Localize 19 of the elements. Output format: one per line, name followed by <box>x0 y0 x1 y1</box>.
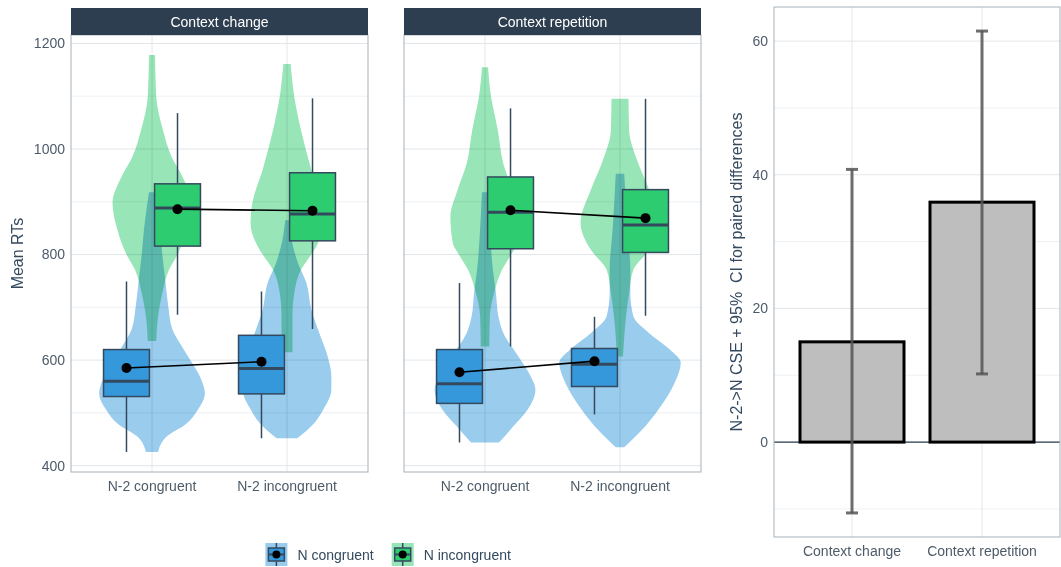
legend-label: N congruent <box>297 546 374 563</box>
y-tick-label: 40 <box>752 166 769 183</box>
legend-label: N incongruent <box>423 546 511 563</box>
y-tick-label: 60 <box>752 32 769 49</box>
y-tick-label: 400 <box>41 457 66 474</box>
y-axis-title: N-2->N CSE + 95% CI for paired differences <box>728 112 745 432</box>
x-tick-label: N-2 incongruent <box>570 478 670 494</box>
y-tick-label: 600 <box>41 352 66 369</box>
y-axis-title: Mean RTs <box>9 217 26 290</box>
chart-title: Context repetition <box>497 13 608 30</box>
x-tick-label: N-2 congruent <box>440 478 530 494</box>
x-tick-label: N-2 incongruent <box>237 478 337 494</box>
y-tick-label: 1200 <box>33 35 66 52</box>
y-tick-label: 20 <box>752 300 769 317</box>
chart-title: Context change <box>170 13 269 30</box>
x-tick-label: N-2 congruent <box>107 478 197 494</box>
y-tick-label: 0 <box>760 433 769 450</box>
y-tick-label: 1000 <box>33 140 66 157</box>
y-tick-label: 800 <box>41 246 66 263</box>
